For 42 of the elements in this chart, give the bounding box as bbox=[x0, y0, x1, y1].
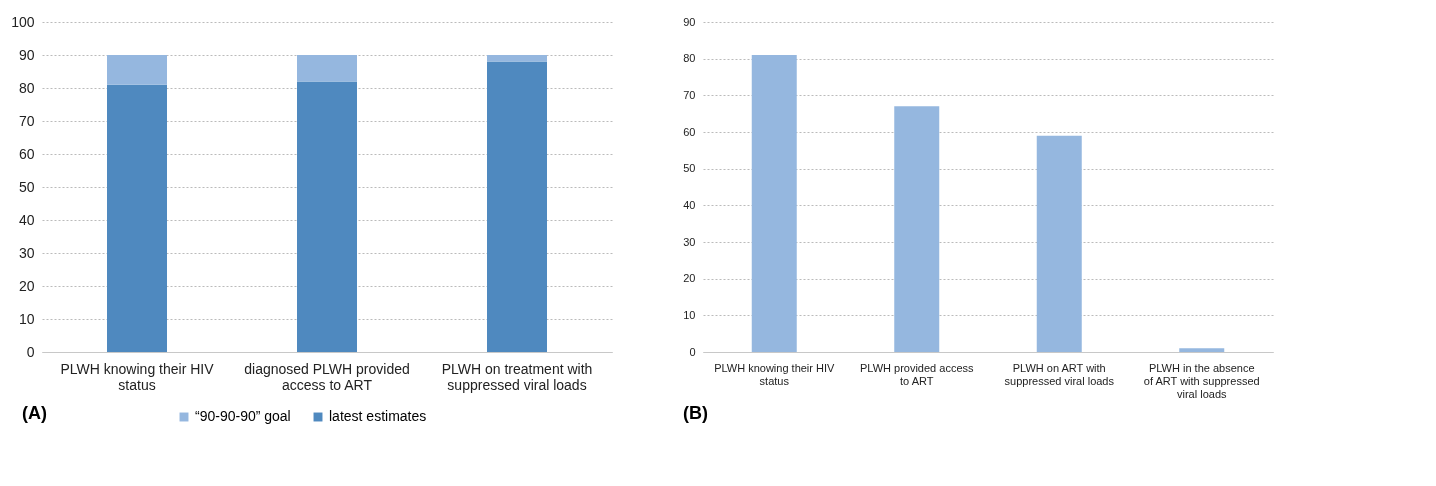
y-tick-label: 90 bbox=[18, 46, 35, 63]
bar bbox=[751, 55, 797, 352]
y-tick-label: 70 bbox=[683, 88, 696, 101]
x-tick-label: PLWH in the absence of ART with suppressed viral loads bbox=[1143, 361, 1260, 400]
y-tick-label: 0 bbox=[26, 343, 35, 360]
text: (B) bbox=[683, 403, 708, 423]
x-tick-label: PLWH on treatment with suppressed viral loads bbox=[441, 360, 593, 393]
bar bbox=[1036, 135, 1082, 352]
y-tick-label: 60 bbox=[683, 125, 696, 138]
y-tick-label: 60 bbox=[18, 145, 35, 162]
y-tick-label: 70 bbox=[18, 112, 35, 129]
bar bbox=[297, 81, 357, 352]
y-tick-label: 20 bbox=[683, 272, 696, 285]
y-tick-label: 30 bbox=[18, 244, 35, 261]
x-tick-label: PLWH provided access to ART bbox=[859, 361, 974, 387]
legend-label: latest estimates bbox=[329, 408, 427, 424]
y-tick-label: 90 bbox=[683, 15, 696, 28]
x-tick-label: diagnosed PLWH provided access to ART bbox=[244, 360, 410, 393]
bar bbox=[894, 106, 940, 352]
x-tick-label: PLWH knowing their HIV status bbox=[60, 360, 215, 393]
y-tick-label: 50 bbox=[683, 162, 696, 175]
bar bbox=[107, 55, 167, 85]
y-tick-label: 10 bbox=[683, 308, 696, 321]
y-tick-label: 30 bbox=[683, 235, 696, 248]
y-tick-label: 10 bbox=[18, 310, 35, 327]
bar bbox=[107, 84, 167, 352]
y-tick-label: 40 bbox=[683, 198, 696, 211]
bar bbox=[1179, 348, 1225, 352]
text: (A) bbox=[22, 403, 47, 423]
y-tick-label: 40 bbox=[18, 211, 35, 228]
legend-label: “90-90-90” goal bbox=[195, 408, 291, 424]
bar bbox=[487, 61, 547, 352]
y-tick-label: 20 bbox=[18, 277, 35, 294]
x-tick-label: PLWH on ART with suppressed viral loads bbox=[1004, 361, 1115, 387]
y-tick-label: 80 bbox=[18, 79, 35, 96]
y-tick-label: 80 bbox=[683, 52, 696, 65]
bar bbox=[297, 55, 357, 82]
y-tick-label: 50 bbox=[18, 178, 35, 195]
x-tick-label: PLWH knowing their HIV status bbox=[714, 361, 836, 387]
y-tick-label: 0 bbox=[689, 345, 696, 358]
y-tick-label: 100 bbox=[11, 13, 35, 30]
bar bbox=[487, 55, 547, 62]
